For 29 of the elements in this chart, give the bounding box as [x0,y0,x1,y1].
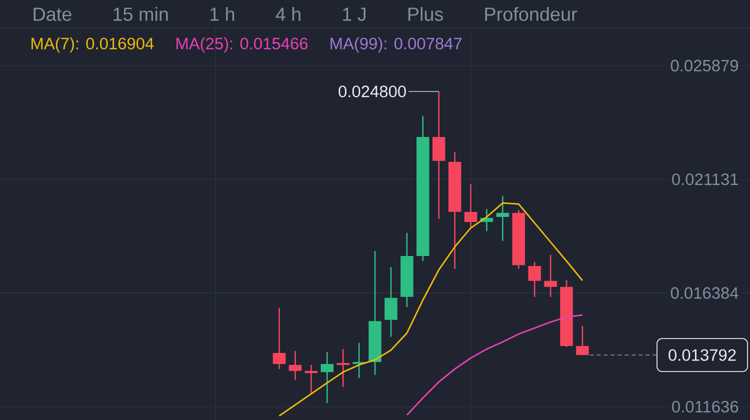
y-tick-label: 0.021131 [672,173,738,186]
text: 1 h [210,7,234,21]
ref-line-label: 0.013792 [668,349,736,361]
text: 15 min [114,7,168,21]
candlestick [320,351,334,404]
text: Date [34,8,72,21]
text: 4 h [276,7,300,21]
candlestick [576,325,589,356]
candlestick [464,183,478,228]
text: MA(25): 0.015466 [176,37,308,53]
y-tick-label: 0.016384 [670,287,738,299]
candlestick [496,195,510,242]
y-tick-label: 0.025879 [670,60,738,72]
candlestick [544,254,557,298]
candlestick [528,261,541,298]
text: 1 J [343,8,366,21]
text: MA(7): 0.016904 [32,37,154,53]
text: Profondeur [485,7,578,21]
candlestick [432,90,446,220]
line-series [406,314,584,416]
candlestick [288,350,302,381]
candlestick [336,348,350,388]
text: Plus [408,7,444,21]
candlestick [384,266,398,338]
candlestick [304,364,318,394]
annotation: 0.024800 [338,86,406,98]
y-tick-label: 0.011636 [672,400,738,412]
candlestick [272,307,286,370]
legend-label: MA(99): 0.007847 [330,37,462,53]
